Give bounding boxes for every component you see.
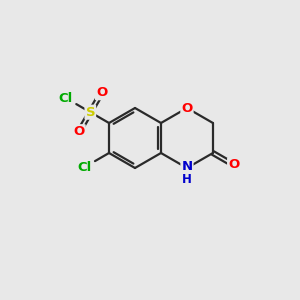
Text: S: S [85,106,95,119]
Text: O: O [74,125,85,138]
Text: Cl: Cl [77,160,92,174]
Text: Cl: Cl [59,92,73,105]
Text: H: H [182,173,192,186]
Text: N: N [182,160,193,173]
Text: O: O [96,86,107,99]
Text: O: O [181,101,193,115]
Text: O: O [228,158,239,172]
